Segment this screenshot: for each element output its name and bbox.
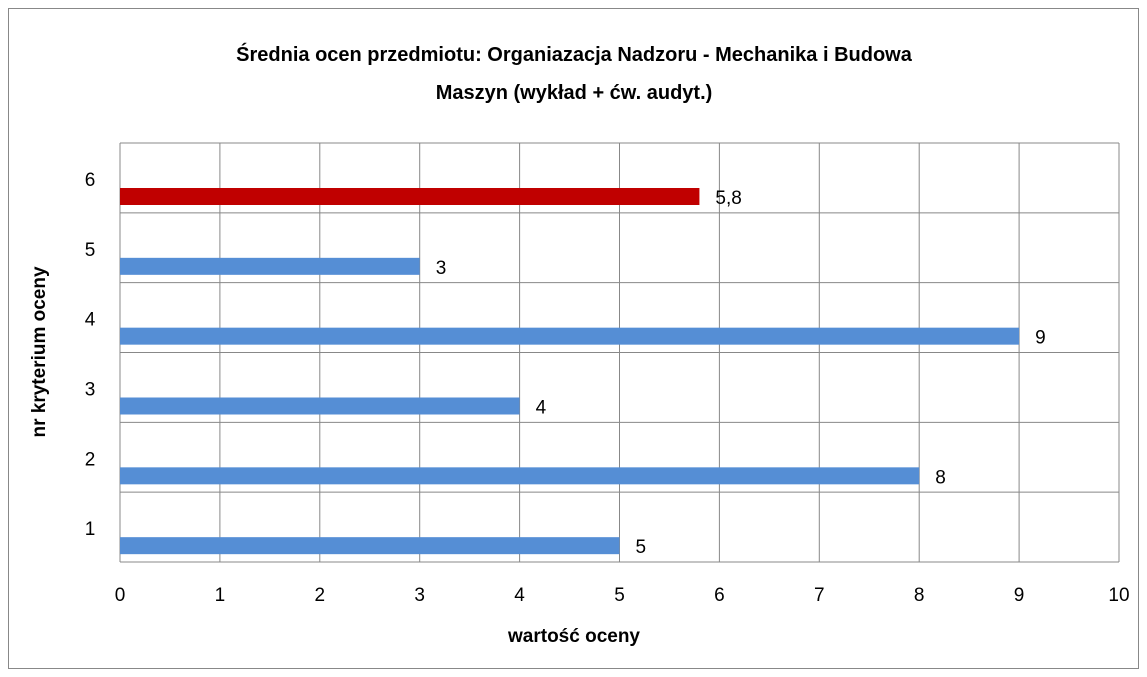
x-tick-label: 9 xyxy=(1014,585,1025,606)
x-tick-label: 4 xyxy=(514,585,525,606)
x-tick-label: 6 xyxy=(714,585,725,606)
chart-title: Średnia ocen przedmiotu: Organiazacja Na… xyxy=(236,44,912,104)
x-tick-label: 10 xyxy=(1108,585,1129,606)
value-label: 3 xyxy=(436,258,447,279)
x-tick-label: 7 xyxy=(814,585,825,606)
x-tick-label: 2 xyxy=(315,585,326,606)
x-axis-label: wartość oceny xyxy=(507,626,640,647)
x-tick-label: 8 xyxy=(914,585,925,606)
bar xyxy=(120,467,920,485)
bar xyxy=(120,397,520,415)
y-axis-label: nr kryterium oceny xyxy=(29,266,50,437)
bar xyxy=(120,327,1020,345)
y-tick-label: 6 xyxy=(85,170,96,191)
y-tick-label: 1 xyxy=(85,519,96,540)
x-tick-label: 3 xyxy=(414,585,425,606)
y-tick-label: 4 xyxy=(85,310,96,331)
y-tick-label: 2 xyxy=(85,449,96,470)
bar xyxy=(120,537,620,555)
value-label: 5 xyxy=(636,537,647,558)
y-tick-label: 3 xyxy=(85,380,96,401)
x-tick-label: 1 xyxy=(215,585,226,606)
value-label: 5,8 xyxy=(715,188,741,209)
bar xyxy=(120,257,420,275)
value-label: 4 xyxy=(536,398,547,419)
value-label: 9 xyxy=(1035,328,1046,349)
x-tick-label: 5 xyxy=(614,585,625,606)
bar xyxy=(120,188,700,205)
x-tick-label: 0 xyxy=(115,585,126,606)
value-label: 8 xyxy=(935,467,946,488)
y-tick-label: 5 xyxy=(85,240,96,261)
